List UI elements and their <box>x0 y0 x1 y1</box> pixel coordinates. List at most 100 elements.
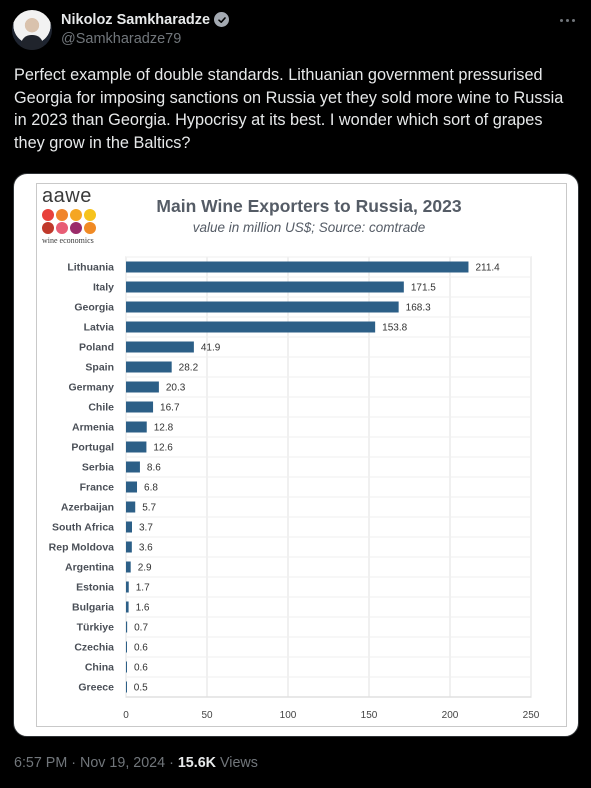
data-label: 0.6 <box>134 643 148 654</box>
tweet-text: Perfect example of double standards. Lit… <box>14 66 564 152</box>
category-label: Armenia <box>72 422 114 434</box>
aawe-logo: aawe wine economics <box>42 186 102 245</box>
bar <box>126 421 147 433</box>
views-count: 15.6K <box>177 755 216 771</box>
bar <box>126 481 138 493</box>
x-tick-label: 100 <box>280 710 297 721</box>
logo-dot <box>70 222 82 234</box>
data-label: 20.3 <box>166 383 186 394</box>
bar <box>126 641 127 653</box>
logo-dot <box>56 222 68 234</box>
category-label: Spain <box>85 362 114 374</box>
bar <box>126 381 159 393</box>
category-label: Latvia <box>84 322 115 334</box>
data-label: 3.7 <box>139 523 153 534</box>
category-label: Lithuania <box>67 262 114 274</box>
data-label: 2.9 <box>138 563 152 574</box>
bar <box>126 441 147 453</box>
bar <box>126 361 172 373</box>
category-label: Italy <box>93 282 114 294</box>
data-label: 28.2 <box>179 363 199 374</box>
logo-dot <box>56 209 68 221</box>
category-label: Germany <box>68 382 114 394</box>
post-date[interactable]: Nov 19, 2024 <box>80 755 166 771</box>
category-label: Türkiye <box>77 622 115 634</box>
category-label: Georgia <box>74 302 114 314</box>
logo-dots <box>42 209 102 234</box>
logo-dot <box>84 209 96 221</box>
category-label: Greece <box>78 682 114 694</box>
bar <box>126 301 399 313</box>
category-label: Rep Moldova <box>49 542 114 554</box>
x-tick-label: 0 <box>123 710 129 721</box>
verified-badge-icon <box>214 12 230 27</box>
bar <box>126 581 129 593</box>
category-label: France <box>80 482 115 494</box>
bar-chart: 0 50 100 150 200 250 Lithuania 211.4 Italy 171.5 G… <box>49 256 540 721</box>
footer-separator: · <box>71 755 77 771</box>
bar <box>126 621 128 633</box>
media-image[interactable]: aawe wine economics Main Wine Exporters … <box>13 173 579 737</box>
data-label: 1.6 <box>136 603 150 614</box>
handle[interactable]: @Samkharadze79 <box>61 31 182 47</box>
bar <box>126 681 127 693</box>
data-label: 1.7 <box>136 583 150 594</box>
data-label: 211.4 <box>475 263 500 274</box>
x-tick-label: 150 <box>361 710 378 721</box>
logo-dot <box>84 222 96 234</box>
author-block: Nikoloz Samkharadze @Samkharadze79 <box>61 10 230 47</box>
bar <box>126 601 129 613</box>
data-label: 0.5 <box>134 683 148 694</box>
bar <box>126 281 404 293</box>
data-label: 8.6 <box>147 463 161 474</box>
data-label: 5.7 <box>142 503 156 514</box>
x-tick-label: 200 <box>442 710 459 721</box>
footer-separator: · <box>169 755 174 771</box>
post-time[interactable]: 6:57 PM <box>14 755 68 771</box>
x-tick-label: 50 <box>201 710 213 721</box>
data-label: 12.8 <box>154 423 174 434</box>
bar <box>126 661 127 673</box>
data-label: 16.7 <box>160 403 180 414</box>
category-label: Bulgaria <box>72 602 114 614</box>
data-label: 168.3 <box>406 303 431 314</box>
category-label: Argentina <box>65 562 114 574</box>
x-tick-label: 250 <box>523 710 540 721</box>
data-label: 171.5 <box>411 283 436 294</box>
chart-subtitle: value in million US$; Source: comtrade <box>192 220 426 235</box>
data-label: 0.7 <box>134 623 148 634</box>
tweet-footer: 6:57 PM · Nov 19, 2024 · 15.6K Views <box>14 755 258 771</box>
bar <box>126 401 154 413</box>
category-label: Czechia <box>74 642 114 654</box>
category-label: South Africa <box>52 522 114 534</box>
category-label: Poland <box>79 342 114 354</box>
bar <box>126 321 376 333</box>
data-label: 6.8 <box>144 483 158 494</box>
data-label: 3.6 <box>139 543 153 554</box>
chart-title: Main Wine Exporters to Russia, 2023 <box>156 196 462 216</box>
display-name[interactable]: Nikoloz Samkharadze <box>61 11 211 28</box>
category-label: Serbia <box>82 462 114 474</box>
bar <box>126 461 140 473</box>
logo-tagline: wine economics <box>42 236 94 245</box>
logo-dot <box>70 209 82 221</box>
logo-dot <box>42 222 54 234</box>
data-label: 153.8 <box>382 323 407 334</box>
logo-wordmark: aawe <box>42 185 92 207</box>
data-label: 41.9 <box>201 343 221 354</box>
bar <box>126 261 469 273</box>
category-label: Estonia <box>76 582 114 594</box>
bar <box>126 521 132 533</box>
bar <box>126 541 132 553</box>
avatar[interactable] <box>12 10 52 50</box>
category-label: Chile <box>88 402 114 414</box>
more-options-icon[interactable] <box>557 10 577 30</box>
logo-dot <box>42 209 54 221</box>
data-label: 0.6 <box>134 663 148 674</box>
category-label: Azerbaijan <box>61 502 114 514</box>
views-label: Views <box>220 755 258 771</box>
data-label: 12.6 <box>153 443 173 454</box>
category-label: Portugal <box>71 442 114 454</box>
bar <box>126 501 136 513</box>
